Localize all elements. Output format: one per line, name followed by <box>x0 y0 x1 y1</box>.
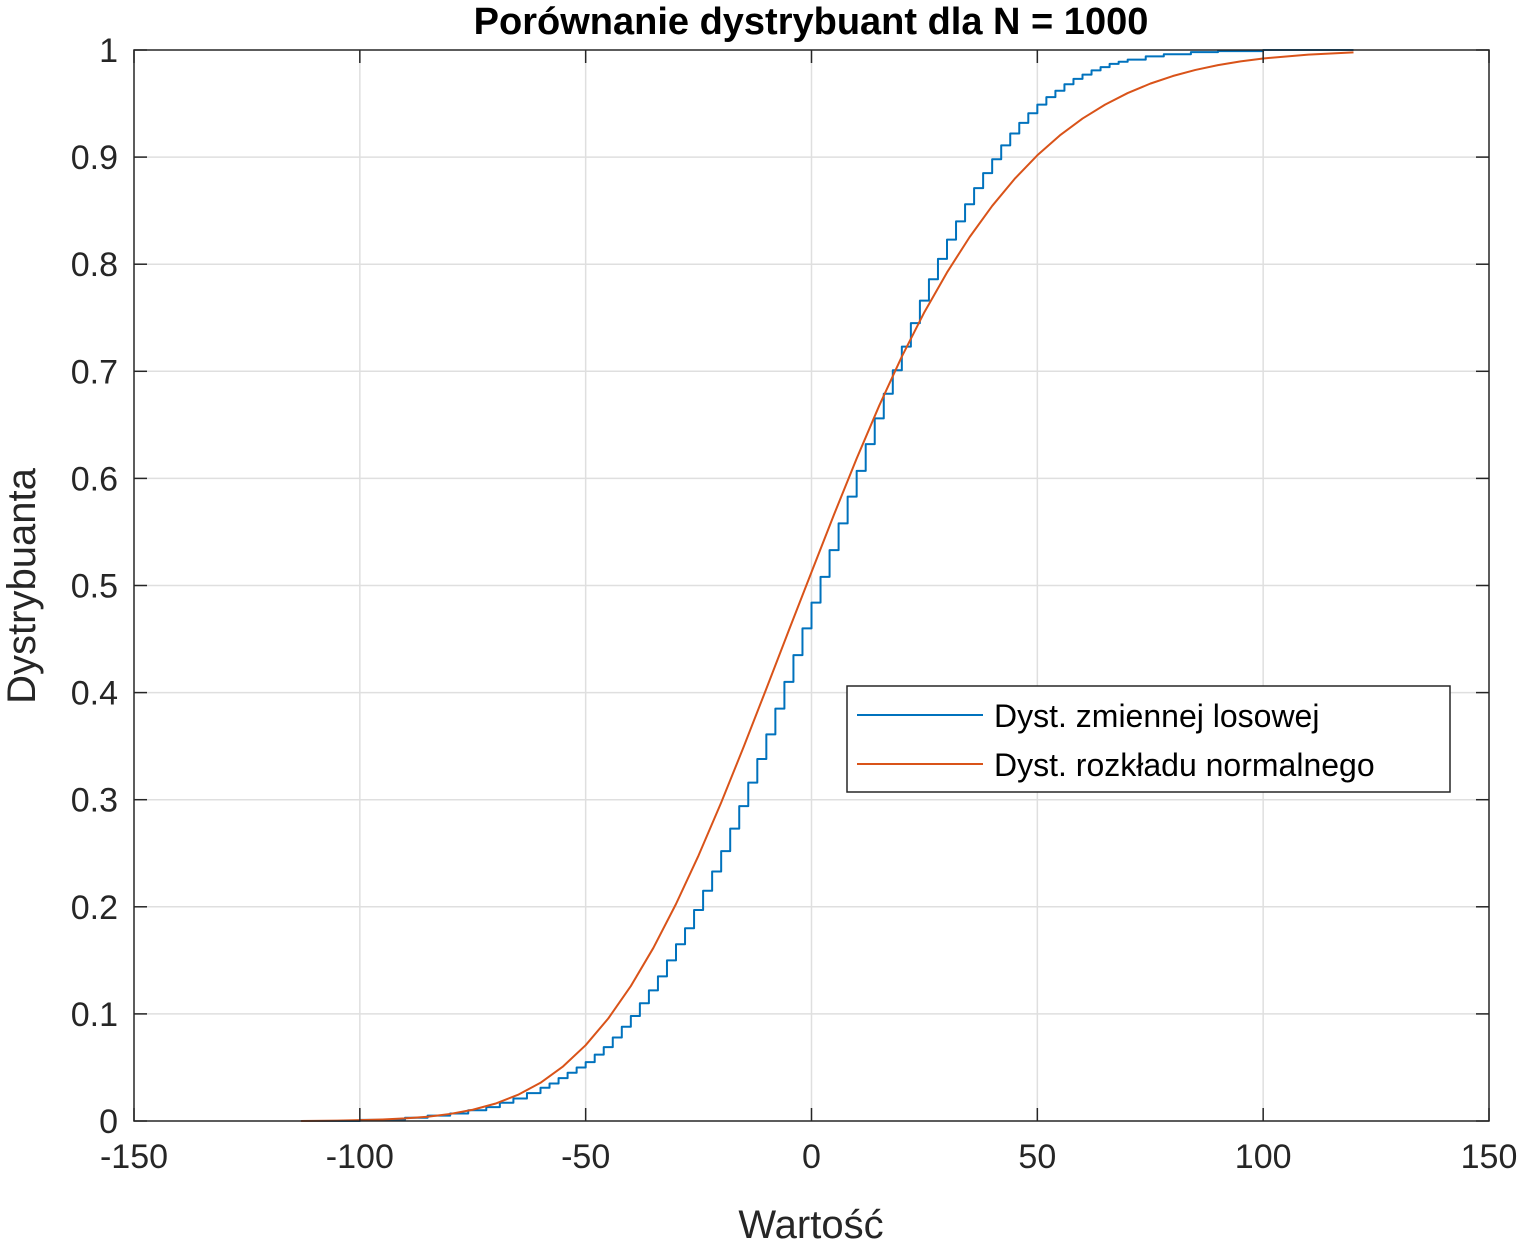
legend-box <box>846 685 1451 793</box>
y-tick-label-6: 0.6 <box>71 460 118 498</box>
grid-lines <box>134 50 1489 1121</box>
y-tick-label-5: 0.5 <box>71 568 118 606</box>
x-tick-label-2: -50 <box>561 1138 610 1176</box>
x-tick-label-1: -100 <box>326 1138 394 1176</box>
tick-labels: -150 -100 -50 0 50 100 150 0 0.1 0.2 0.3 0.4 0.5 0.6 0… <box>71 32 1518 1176</box>
y-tick-label-1: 0.1 <box>71 996 118 1034</box>
legend-label-random: Dyst. zmiennej losowej <box>994 698 1319 734</box>
x-tick-label-4: 50 <box>1018 1138 1056 1176</box>
legend-label-normal: Dyst. rozkładu normalnego <box>994 747 1375 783</box>
y-tick-label-3: 0.3 <box>71 782 118 820</box>
x-tick-label-3: 0 <box>802 1138 821 1176</box>
axes <box>133 49 1490 1122</box>
y-tick-label-10: 1 <box>99 32 118 70</box>
chart-title: Porównanie dystrybuant dla N = 1000 <box>474 1 1149 43</box>
x-tick-label-6: 150 <box>1461 1138 1518 1176</box>
legend: Dyst. zmiennej losowej Dyst. rozkładu no… <box>846 685 1451 793</box>
y-tick-label-0: 0 <box>99 1103 118 1141</box>
x-tick-label-0: -150 <box>100 1138 168 1176</box>
series-line-1 <box>301 51 1354 1122</box>
y-tick-label-7: 0.7 <box>71 353 118 391</box>
x-tick-label-5: 100 <box>1235 1138 1292 1176</box>
series-line-0 <box>301 49 1354 1122</box>
y-tick-label-8: 0.8 <box>71 246 118 284</box>
series-group <box>301 49 1354 1122</box>
y-axis-title: Dystrybuanta <box>0 467 44 703</box>
y-tick-label-4: 0.4 <box>71 675 118 713</box>
y-tick-label-9: 0.9 <box>71 139 118 177</box>
x-axis-title: Wartość <box>738 1203 883 1244</box>
y-tick-label-2: 0.2 <box>71 889 118 927</box>
